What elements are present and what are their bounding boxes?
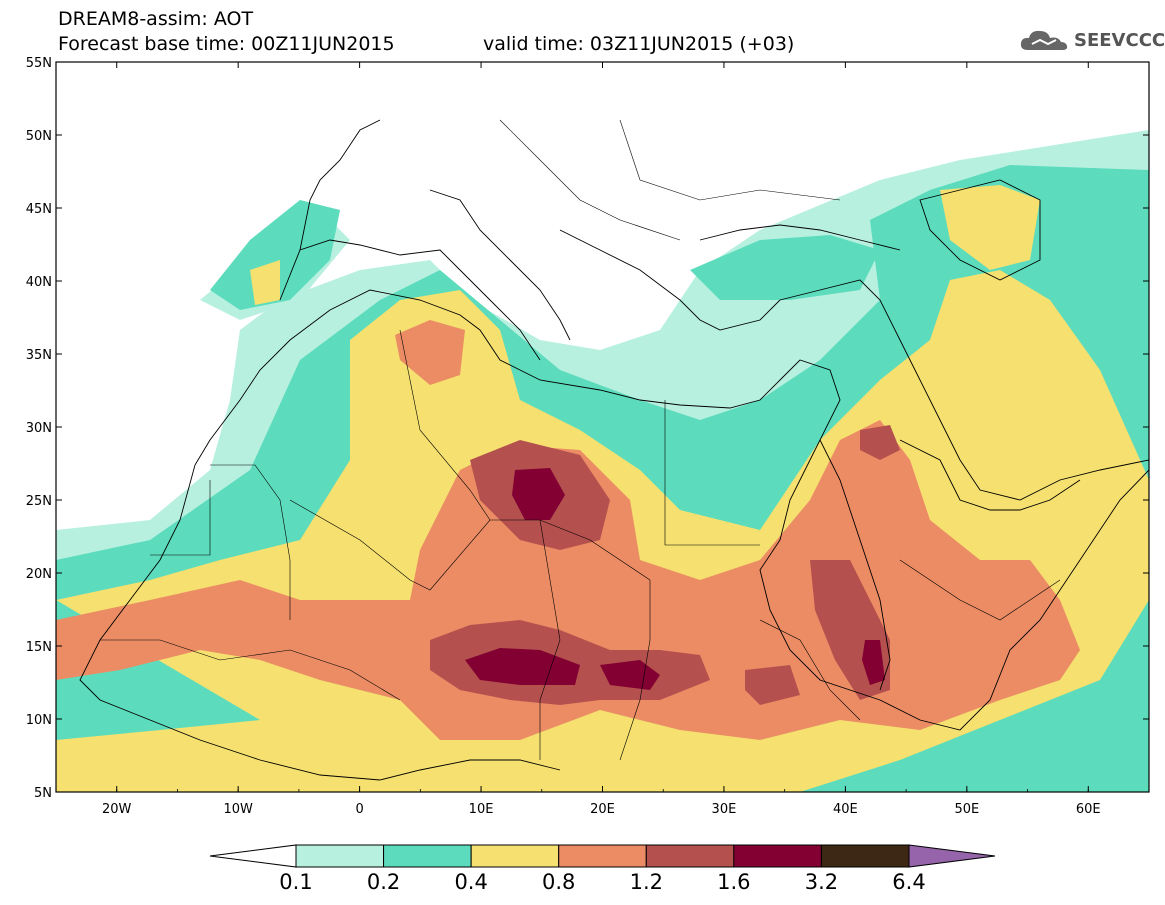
colorbar-label: 0.2 — [367, 870, 400, 894]
colorbar-swatch — [470, 844, 560, 868]
coastlines — [79, 119, 1149, 781]
lat-label: 35N — [26, 348, 52, 363]
lon-label: 40E — [833, 802, 858, 817]
lon-label: 50E — [954, 802, 979, 817]
colorbar-swatch — [558, 844, 647, 868]
lat-label: 40N — [26, 275, 52, 290]
forecast-base-time: Forecast base time: 00Z11JUN2015 — [58, 33, 395, 55]
lon-label: 10W — [223, 802, 253, 817]
lon-label: 20E — [590, 802, 615, 817]
aot-level-1.6 — [465, 648, 580, 685]
colorbar-swatch — [820, 844, 910, 868]
lat-label: 10N — [26, 713, 52, 728]
lat-label: 25N — [26, 494, 52, 509]
country-borders — [100, 119, 1061, 761]
cloud-icon — [1020, 30, 1068, 50]
latitude-axis: 55N 50N 45N 40N 35N 30N 25N 20N 15N 10N 5N — [26, 56, 1149, 801]
colorbar-label: 1.6 — [717, 870, 750, 894]
lat-label: 30N — [26, 421, 52, 436]
colorbar-swatch — [645, 844, 735, 868]
aot-level-0.8 — [56, 420, 1080, 740]
colorbar-lower-arrow — [209, 844, 297, 868]
lon-label: 30E — [712, 802, 737, 817]
lat-label: 50N — [26, 129, 52, 144]
colorbar-swatch — [383, 844, 472, 868]
lon-label: 10E — [469, 802, 494, 817]
lat-label: 45N — [26, 202, 52, 217]
colorbar-label: 0.1 — [279, 870, 312, 894]
longitude-axis: 20W 10W 0 10E 20E 30E 40E 50E 60E — [55, 62, 1150, 817]
lon-label: 20W — [102, 802, 132, 817]
seevccc-logo: SEEVCCC — [1018, 26, 1165, 54]
colorbar-upper-arrow — [908, 844, 996, 868]
colorbar-label: 1.2 — [630, 870, 663, 894]
colorbar-label: 6.4 — [892, 870, 925, 894]
colorbar-swatch — [295, 844, 385, 868]
lat-label: 20N — [26, 567, 52, 582]
map-title: DREAM8-assim: AOT — [58, 8, 254, 30]
lat-label: 15N — [26, 640, 52, 655]
colorbar-label: 0.4 — [454, 870, 487, 894]
lon-label: 0 — [355, 802, 363, 817]
logo-text: SEEVCCC — [1074, 29, 1165, 51]
lat-label: 55N — [26, 56, 52, 71]
valid-time: valid time: 03Z11JUN2015 (+03) — [483, 33, 795, 55]
colorbar-label: 3.2 — [805, 870, 838, 894]
lat-label: 5N — [34, 786, 52, 801]
colorbar-swatch — [733, 844, 822, 868]
lon-label: 60E — [1076, 802, 1101, 817]
colorbar-label: 0.8 — [542, 870, 575, 894]
colorbar: 0.1 0.2 0.4 0.8 1.2 1.6 3.2 6.4 — [209, 844, 996, 894]
